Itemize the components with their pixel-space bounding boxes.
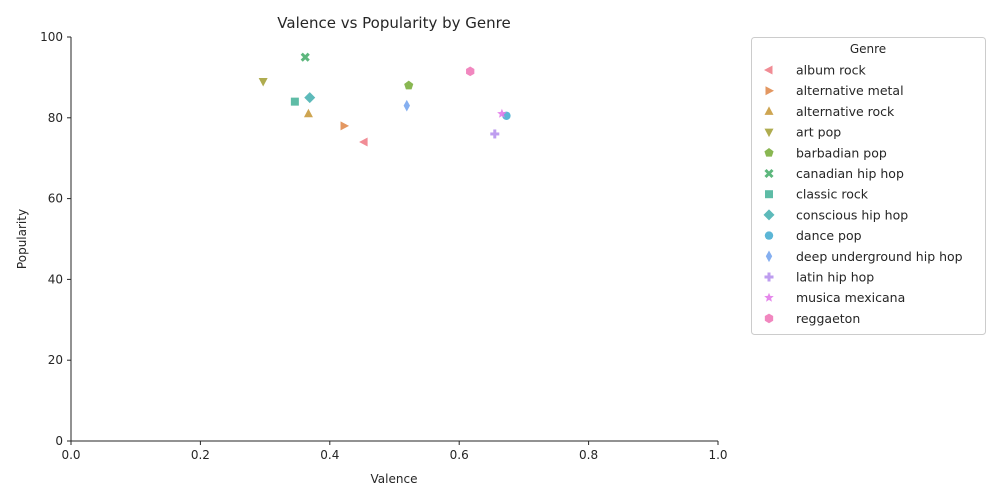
legend-label: album rock [796, 63, 867, 78]
legend-label: musica mexicana [796, 290, 905, 305]
legend-label: alternative metal [796, 83, 904, 98]
chart-title: Valence vs Popularity by Genre [277, 14, 510, 32]
legend-frame [751, 37, 986, 335]
y-axis-label: Popularity [15, 209, 29, 269]
legend-marker [764, 168, 774, 179]
legend-label: latin hip hop [796, 270, 874, 285]
y-tick-label: 60 [48, 192, 63, 206]
legend-marker [763, 209, 775, 221]
legend-item: alternative rock [764, 104, 895, 119]
legend-item: latin hip hop [764, 270, 874, 285]
legend-item: classic rock [765, 187, 869, 202]
legend-marker [765, 250, 773, 263]
legend-label: classic rock [796, 187, 869, 202]
plot-area [258, 52, 511, 147]
legend: Genre album rock alternative metal alterna… [751, 37, 986, 335]
legend-label: conscious hip hop [796, 207, 908, 222]
y-axis-ticks: 0 20 40 60 80 100 [40, 30, 71, 448]
y-tick-label: 80 [48, 111, 63, 125]
data-point [490, 129, 500, 139]
legend-item: deep underground hip hop [765, 249, 963, 264]
data-point [466, 66, 475, 77]
x-tick-label: 0.6 [450, 448, 469, 462]
legend-item: conscious hip hop [763, 207, 908, 222]
x-axis-ticks: 0.0 0.2 0.4 0.6 0.8 1.0 [61, 441, 728, 462]
legend-marker [764, 292, 774, 302]
legend-items: album rock alternative metal alternative r… [763, 63, 963, 326]
legend-marker [764, 231, 774, 240]
y-tick-label: 0 [55, 434, 63, 448]
legend-item: reggaeton [764, 311, 860, 326]
legend-marker [764, 128, 774, 138]
legend-marker [764, 65, 773, 75]
legend-label: alternative rock [796, 104, 895, 119]
legend-item: barbadian pop [764, 145, 887, 160]
data-point [404, 80, 414, 90]
data-point [300, 52, 310, 62]
legend-item: art pop [764, 125, 841, 140]
legend-marker [765, 190, 773, 199]
data-point [290, 97, 299, 106]
legend-label: dance pop [796, 228, 862, 243]
legend-title: Genre [850, 42, 886, 56]
y-tick-label: 20 [48, 353, 63, 367]
legend-item: canadian hip hop [764, 166, 904, 181]
legend-marker [764, 106, 774, 115]
y-tick-label: 40 [48, 272, 63, 286]
y-tick-label: 100 [40, 30, 63, 44]
data-point [303, 108, 313, 118]
legend-marker [764, 272, 774, 282]
data-point [304, 92, 316, 104]
x-axis-label: Valence [371, 472, 418, 486]
x-tick-label: 0.8 [579, 448, 598, 462]
legend-item: alternative metal [765, 83, 904, 98]
legend-item: dance pop [764, 228, 862, 243]
legend-item: musica mexicana [764, 290, 905, 305]
x-tick-label: 1.0 [708, 448, 727, 462]
legend-label: barbadian pop [796, 145, 887, 160]
data-point [359, 137, 368, 147]
data-point [497, 108, 507, 118]
x-tick-label: 0.2 [191, 448, 210, 462]
legend-label: reggaeton [796, 311, 860, 326]
x-tick-label: 0.4 [320, 448, 339, 462]
data-point [258, 77, 268, 87]
legend-label: canadian hip hop [796, 166, 904, 181]
legend-label: art pop [796, 125, 841, 140]
data-point [340, 121, 350, 131]
legend-item: album rock [764, 63, 867, 78]
legend-marker [764, 148, 774, 157]
data-point [403, 99, 410, 112]
legend-marker [765, 86, 774, 96]
legend-marker [764, 313, 774, 324]
legend-label: deep underground hip hop [796, 249, 963, 264]
x-tick-label: 0.0 [61, 448, 80, 462]
